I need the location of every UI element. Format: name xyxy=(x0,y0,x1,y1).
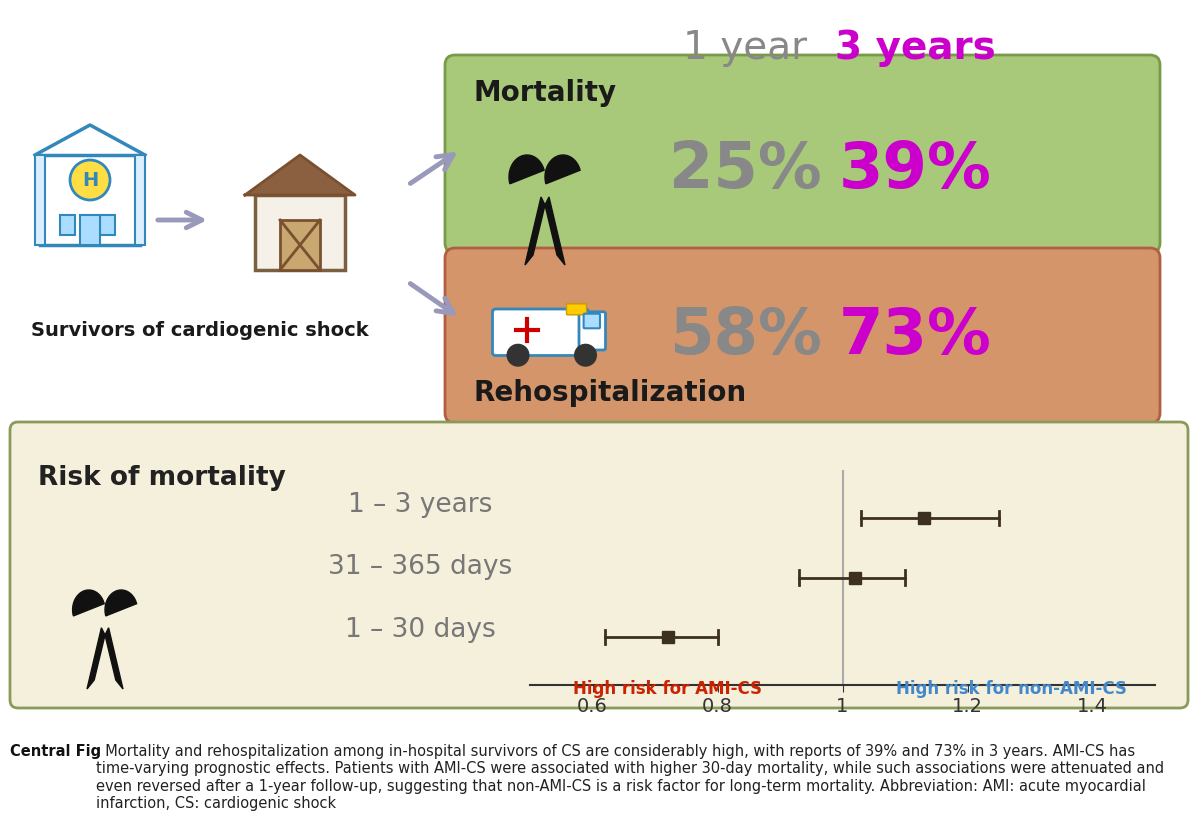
Polygon shape xyxy=(245,155,355,195)
Text: 1 – 30 days: 1 – 30 days xyxy=(344,617,496,643)
Text: 3 years: 3 years xyxy=(835,29,995,67)
Circle shape xyxy=(70,160,110,200)
FancyBboxPatch shape xyxy=(60,215,74,235)
FancyBboxPatch shape xyxy=(80,215,100,245)
FancyBboxPatch shape xyxy=(445,55,1160,253)
Text: H: H xyxy=(82,171,98,190)
Text: Risk of mortality: Risk of mortality xyxy=(38,465,286,491)
Text: 25%: 25% xyxy=(668,139,821,201)
FancyBboxPatch shape xyxy=(280,220,320,270)
Polygon shape xyxy=(545,155,580,184)
Polygon shape xyxy=(88,628,106,689)
FancyBboxPatch shape xyxy=(583,314,600,329)
Polygon shape xyxy=(509,155,544,184)
FancyBboxPatch shape xyxy=(134,155,145,245)
Circle shape xyxy=(575,344,596,366)
FancyBboxPatch shape xyxy=(492,309,588,355)
Text: 31 – 365 days: 31 – 365 days xyxy=(328,554,512,580)
FancyBboxPatch shape xyxy=(580,312,606,350)
Text: Rehospitalization: Rehospitalization xyxy=(473,379,746,407)
Circle shape xyxy=(508,344,529,366)
Polygon shape xyxy=(526,197,545,265)
Text: High risk for non-AMI-CS: High risk for non-AMI-CS xyxy=(896,681,1127,698)
Text: High risk for AMI-CS: High risk for AMI-CS xyxy=(574,681,762,698)
Text: 58%: 58% xyxy=(668,305,822,367)
Text: Mortality: Mortality xyxy=(473,79,616,107)
FancyBboxPatch shape xyxy=(10,422,1188,708)
Polygon shape xyxy=(545,197,565,265)
FancyBboxPatch shape xyxy=(40,155,140,245)
Text: 39%: 39% xyxy=(839,139,991,201)
Text: Central Fig: Central Fig xyxy=(10,744,101,759)
Text: 1 year: 1 year xyxy=(683,29,808,67)
FancyBboxPatch shape xyxy=(100,215,115,235)
Polygon shape xyxy=(73,590,104,616)
Polygon shape xyxy=(106,590,137,616)
Text: Survivors of cardiogenic shock: Survivors of cardiogenic shock xyxy=(31,320,368,339)
Polygon shape xyxy=(106,628,124,689)
Text: 1 – 3 years: 1 – 3 years xyxy=(348,492,492,518)
Text: 73%: 73% xyxy=(839,305,991,367)
FancyBboxPatch shape xyxy=(445,248,1160,423)
Text: Mortality and rehospitalization among in-hospital survivors of CS are considerab: Mortality and rehospitalization among in… xyxy=(96,744,1164,811)
FancyBboxPatch shape xyxy=(35,155,46,245)
FancyBboxPatch shape xyxy=(566,303,587,315)
FancyBboxPatch shape xyxy=(256,195,346,270)
